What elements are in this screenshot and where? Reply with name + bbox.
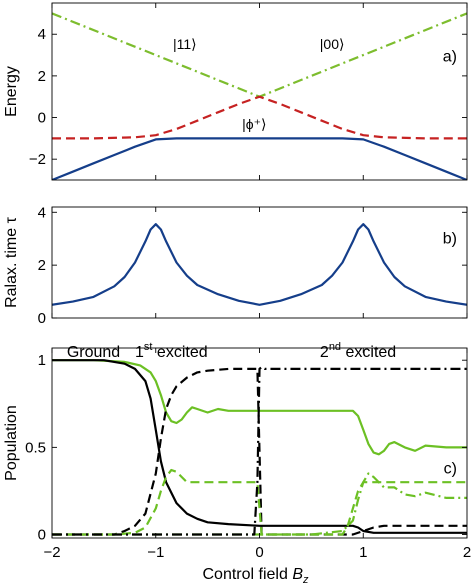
series-group	[52, 12, 467, 180]
chart-panel-1: −2 0 2 4 Energy a) |11⟩ |00⟩ |ϕ⁺⟩	[3, 2, 468, 181]
series-group	[52, 359, 467, 536]
panel-label: a)	[443, 48, 457, 65]
axes-frame	[51, 2, 468, 181]
y-tick-label: 1	[38, 352, 46, 369]
series-line-1	[52, 223, 467, 306]
y-tick-label: −2	[29, 151, 46, 168]
y-tick-label: 2	[38, 257, 46, 274]
series-line-2	[52, 359, 467, 534]
region-label-rest: excited	[152, 344, 207, 361]
region-label-superscript: nd	[329, 341, 341, 353]
region-label-rest: excited	[341, 344, 396, 361]
y-tick-label: 4	[38, 26, 46, 43]
y-tick-label: 0	[38, 110, 46, 127]
chart-panel-2: 0 2 4 Ralax. time τ b)	[3, 204, 468, 327]
y-tick-label: 0	[38, 527, 46, 544]
series-group	[52, 223, 467, 306]
y-tick-label: 0	[38, 310, 46, 327]
x-axis-label-text: Control field	[203, 566, 293, 583]
y-axis-label: Population	[3, 405, 20, 481]
x-axis-label: Control field Bz	[203, 566, 310, 585]
state-label: |11⟩	[173, 36, 197, 52]
region-label-superscript: st	[144, 341, 153, 353]
y-axis-label: Energy	[3, 66, 20, 117]
chart-panel-3: 0 0.5 1 −2 −1 0 1 2 Control field Bz Population c)…	[3, 341, 471, 585]
panel-label: b)	[443, 231, 457, 248]
axes-frame	[51, 206, 468, 319]
region-label-text: 2	[320, 344, 329, 361]
series-line-6	[52, 366, 467, 536]
region-label: 2nd excited	[320, 341, 396, 361]
x-axis-label-symbol: B	[292, 566, 303, 583]
x-axis-label-subscript: z	[302, 574, 309, 585]
x-tick-label: 0	[255, 544, 263, 561]
y-tick-label: 4	[38, 204, 46, 221]
x-tick-label: −2	[43, 544, 60, 561]
x-tick-label: −1	[147, 544, 164, 561]
series-line-4	[52, 468, 467, 536]
region-label-text: 1	[135, 344, 144, 361]
series-line-1	[52, 12, 467, 98]
series-line-3	[52, 137, 467, 180]
series-line-3	[52, 367, 467, 536]
state-label: |ϕ⁺⟩	[242, 116, 266, 132]
region-label-text: Ground	[67, 344, 120, 361]
y-tick-label: 0.5	[25, 439, 46, 456]
y-tick-label: 2	[38, 68, 46, 85]
region-label: 1st excited	[135, 341, 208, 361]
x-tick-label: 2	[463, 544, 471, 561]
state-label: |00⟩	[320, 36, 345, 52]
panel-label: c)	[444, 461, 457, 478]
x-tick-label: 1	[359, 544, 367, 561]
series-line-1	[52, 359, 467, 456]
series-line-5	[52, 472, 467, 536]
series-line-2	[52, 95, 467, 140]
y-axis-label: Ralax. time τ	[3, 216, 20, 307]
region-label: Ground	[67, 344, 120, 361]
